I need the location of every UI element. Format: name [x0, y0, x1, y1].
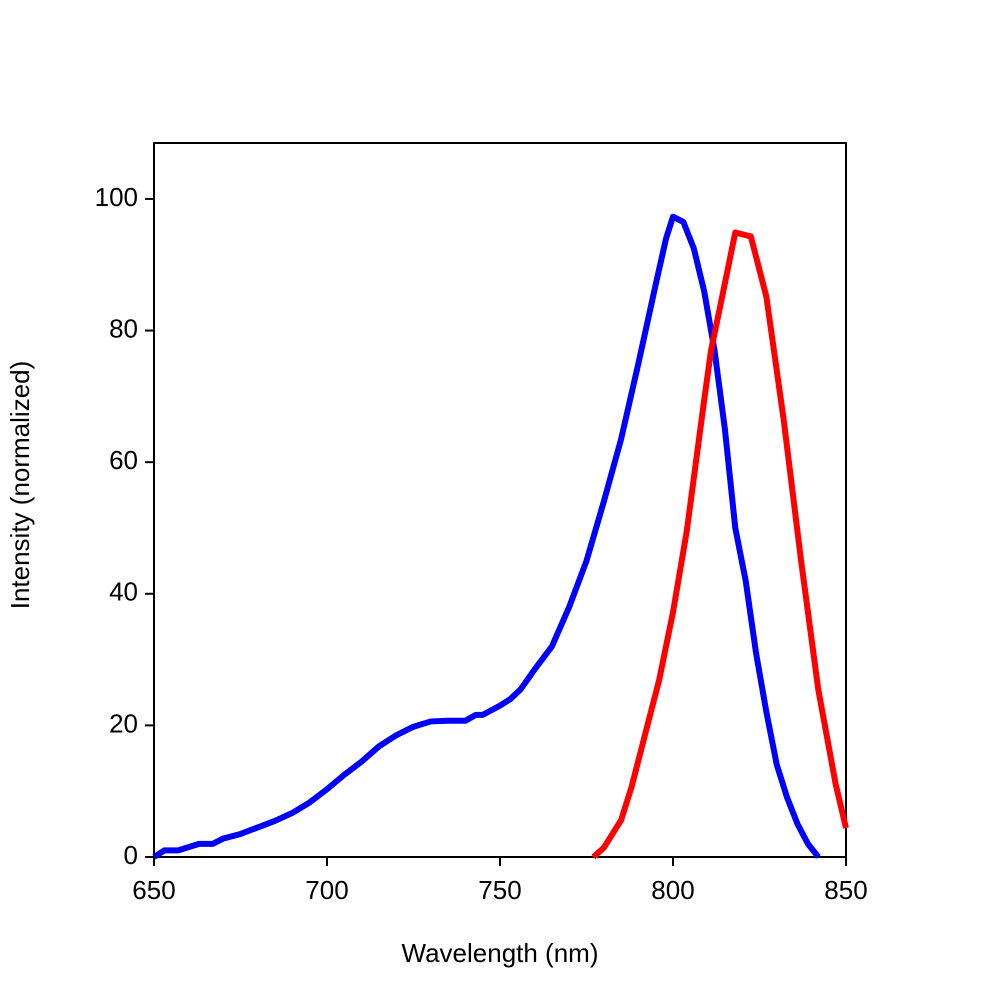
y-tick-label: 20 [109, 708, 138, 738]
y-tick-label: 60 [109, 445, 138, 475]
y-tick-label: 0 [124, 840, 138, 870]
x-tick-label: 800 [651, 875, 694, 905]
y-tick-label: 100 [95, 182, 138, 212]
x-tick-label: 750 [478, 875, 521, 905]
series-line [591, 229, 849, 860]
series-line [152, 213, 821, 860]
y-tick-label: 80 [109, 313, 138, 343]
y-axis-label: Intensity (normalized) [5, 361, 35, 610]
x-tick-label: 700 [305, 875, 348, 905]
plot-frame [153, 142, 847, 858]
x-tick-label: 850 [824, 875, 867, 905]
y-tick-label: 40 [109, 577, 138, 607]
x-axis-label: Wavelength (nm) [402, 938, 599, 968]
x-tick-label: 650 [132, 875, 175, 905]
